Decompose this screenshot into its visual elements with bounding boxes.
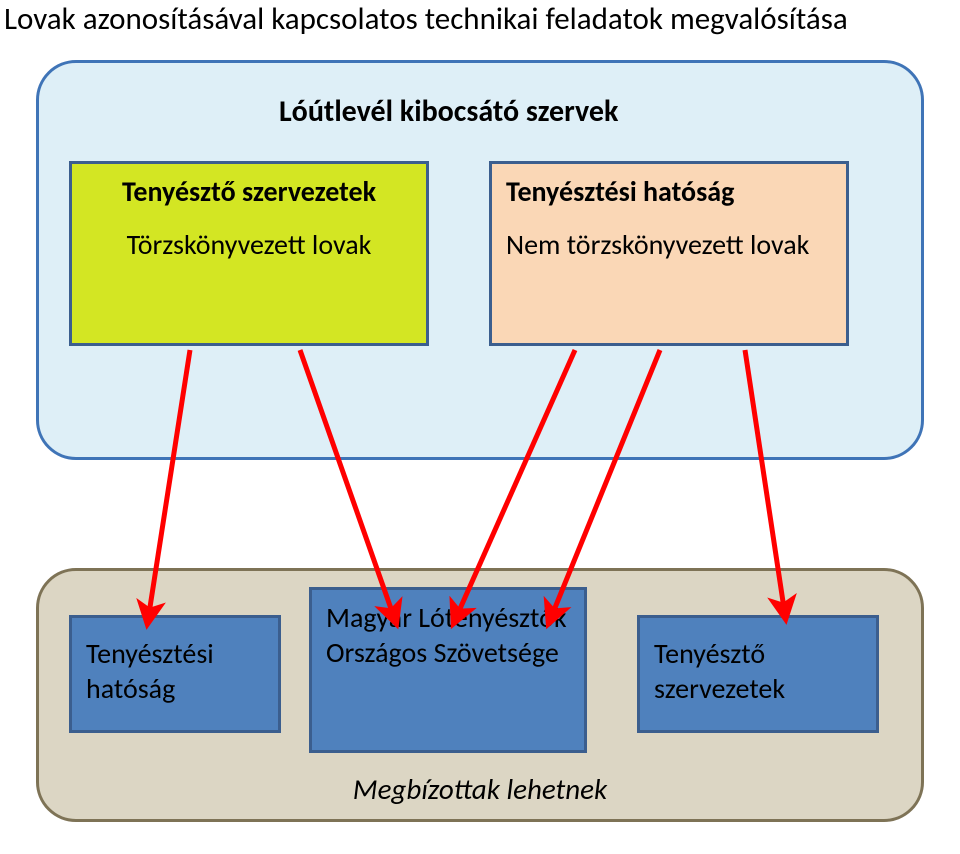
page-title: Lovak azonosításával kapcsolatos technik… <box>0 0 960 38</box>
bottom-caption: Megbízottak lehetnek <box>39 771 921 807</box>
box-bottom-tenyeszto-szervezetek: Tenyésztő szervezetek <box>637 615 879 733</box>
box-tenyeszto-szervezetek: Tenyésztő szervezetek Törzskönyvezett lo… <box>69 161 429 346</box>
box-body: Törzskönyvezett lovak <box>86 227 412 262</box>
box-body: Nem törzskönyvezett lovak <box>506 227 832 262</box>
box-bottom-mlos: Magyar Lótenyésztők Országos Szövetsége <box>309 587 587 753</box>
top-panel: Lóútlevél kibocsátó szervek Tenyésztő sz… <box>36 60 924 460</box>
box-header: Tenyésztő szervezetek <box>86 174 412 209</box>
top-panel-subtitle: Lóútlevél kibocsátó szervek <box>279 93 618 130</box>
box-tenyesztesi-hatosag: Tenyésztési hatóság Nem törzskönyvezett … <box>489 161 849 346</box>
box-header: Tenyésztési hatóság <box>506 174 832 209</box>
box-label: Magyar Lótenyésztők Országos Szövetsége <box>326 600 570 670</box>
box-bottom-tenyesztesi-hatosag: Tenyésztési hatóság <box>69 615 281 733</box>
diagram-root: { "title": "Lovak azonosításával kapcsol… <box>0 0 960 854</box>
bottom-panel: Tenyésztési hatóság Magyar Lótenyésztők … <box>36 568 924 822</box>
box-label: Tenyésztő szervezetek <box>654 636 862 706</box>
box-label: Tenyésztési hatóság <box>86 636 264 706</box>
